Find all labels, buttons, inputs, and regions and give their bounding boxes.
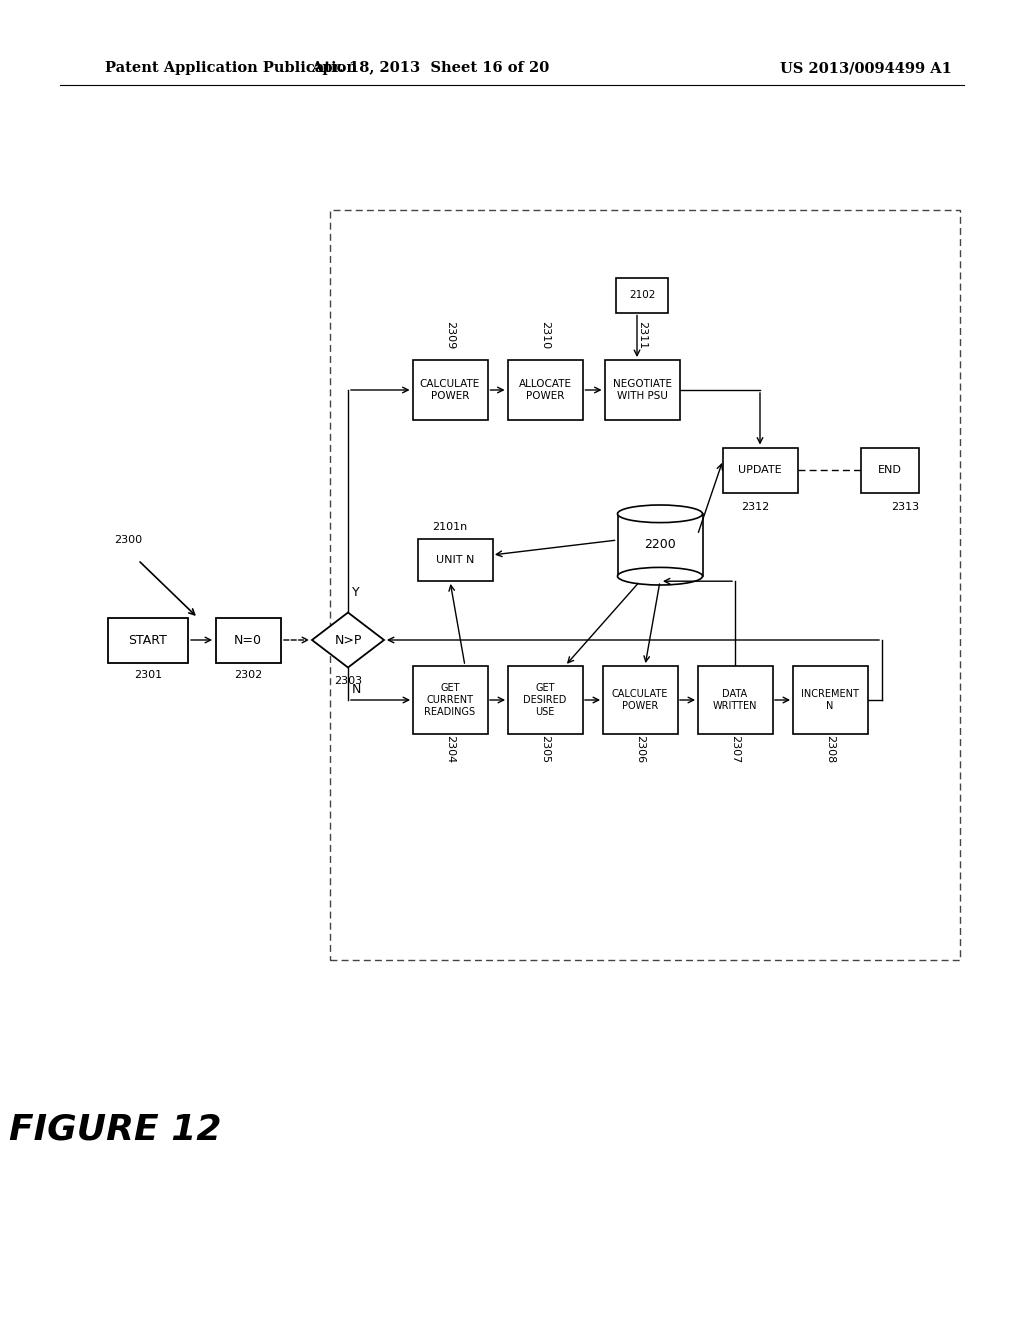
Text: Y: Y xyxy=(352,586,359,599)
Text: N=0: N=0 xyxy=(234,634,262,647)
Text: 2308: 2308 xyxy=(825,735,835,763)
Text: 2300: 2300 xyxy=(114,535,142,545)
Text: Patent Application Publication: Patent Application Publication xyxy=(105,61,357,75)
Text: 2306: 2306 xyxy=(635,735,645,763)
Text: NEGOTIATE
WITH PSU: NEGOTIATE WITH PSU xyxy=(612,379,672,401)
Ellipse shape xyxy=(617,506,702,523)
Text: 2310: 2310 xyxy=(540,321,550,348)
Text: 2101n: 2101n xyxy=(432,521,468,532)
Text: END: END xyxy=(878,465,902,475)
Bar xyxy=(604,360,680,420)
Text: FIGURE 12: FIGURE 12 xyxy=(9,1113,221,1147)
Text: Apr. 18, 2013  Sheet 16 of 20: Apr. 18, 2013 Sheet 16 of 20 xyxy=(311,61,549,75)
Bar xyxy=(793,667,867,734)
Bar xyxy=(697,667,772,734)
Bar xyxy=(215,618,281,663)
Text: UPDATE: UPDATE xyxy=(738,465,781,475)
Bar xyxy=(108,618,188,663)
Text: 2312: 2312 xyxy=(741,502,769,511)
Text: 2305: 2305 xyxy=(540,735,550,763)
Text: 2102: 2102 xyxy=(629,290,655,300)
Bar xyxy=(413,360,487,420)
Bar xyxy=(723,447,798,492)
Text: N: N xyxy=(351,682,360,696)
Text: 2304: 2304 xyxy=(445,735,455,763)
Text: ALLOCATE
POWER: ALLOCATE POWER xyxy=(518,379,571,401)
Bar xyxy=(861,447,919,492)
Text: 2200: 2200 xyxy=(644,539,676,552)
Bar xyxy=(602,667,678,734)
Bar xyxy=(617,513,702,577)
Text: INCREMENT
N: INCREMENT N xyxy=(801,689,859,710)
Text: 2311: 2311 xyxy=(637,321,647,348)
Text: 2307: 2307 xyxy=(730,735,740,763)
Polygon shape xyxy=(312,612,384,668)
Bar xyxy=(330,210,961,960)
Text: 2301: 2301 xyxy=(134,671,162,681)
Text: GET
DESIRED
USE: GET DESIRED USE xyxy=(523,684,566,717)
Bar xyxy=(413,667,487,734)
Text: CALCULATE
POWER: CALCULATE POWER xyxy=(611,689,669,710)
Bar xyxy=(418,539,493,581)
Text: US 2013/0094499 A1: US 2013/0094499 A1 xyxy=(780,61,952,75)
Text: CALCULATE
POWER: CALCULATE POWER xyxy=(420,379,480,401)
Bar xyxy=(508,667,583,734)
Text: 2313: 2313 xyxy=(891,502,920,511)
Text: GET
CURRENT
READINGS: GET CURRENT READINGS xyxy=(424,684,475,717)
Text: 2309: 2309 xyxy=(445,321,455,348)
Text: N>P: N>P xyxy=(334,634,361,647)
Text: UNIT N: UNIT N xyxy=(436,554,474,565)
Bar xyxy=(508,360,583,420)
Text: 2303: 2303 xyxy=(334,676,362,685)
Bar xyxy=(616,277,668,313)
Text: START: START xyxy=(129,634,168,647)
Text: DATA
WRITTEN: DATA WRITTEN xyxy=(713,689,758,710)
Text: 2302: 2302 xyxy=(233,671,262,681)
Ellipse shape xyxy=(617,568,702,585)
